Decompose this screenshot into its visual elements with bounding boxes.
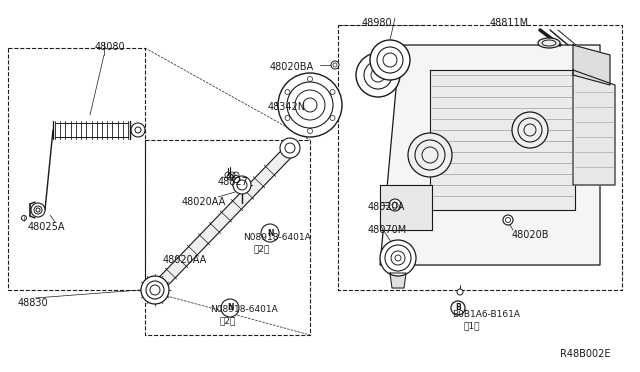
Circle shape (131, 123, 145, 137)
Circle shape (356, 53, 400, 97)
Text: 48020AA: 48020AA (182, 197, 227, 207)
Ellipse shape (538, 38, 560, 48)
Polygon shape (156, 144, 296, 289)
Circle shape (451, 301, 465, 315)
Text: N: N (227, 304, 233, 312)
Text: B0B1A6-B161A: B0B1A6-B161A (452, 310, 520, 319)
Text: 48827: 48827 (218, 177, 249, 187)
Polygon shape (573, 70, 615, 185)
Text: （1）: （1） (464, 321, 481, 330)
Polygon shape (380, 185, 432, 230)
Circle shape (31, 203, 45, 217)
Circle shape (280, 138, 300, 158)
Circle shape (278, 73, 342, 137)
Text: 48020AA: 48020AA (163, 255, 207, 265)
Text: 48080: 48080 (95, 42, 125, 52)
Circle shape (457, 289, 463, 295)
Circle shape (512, 112, 548, 148)
Circle shape (261, 224, 279, 242)
Text: 48342N: 48342N (268, 102, 306, 112)
Polygon shape (380, 45, 600, 265)
Circle shape (389, 199, 401, 211)
Circle shape (141, 276, 169, 304)
Text: 48811M: 48811M (490, 18, 529, 28)
Text: B: B (455, 304, 461, 312)
Circle shape (233, 176, 251, 194)
Text: 48070M: 48070M (368, 225, 407, 235)
Circle shape (331, 61, 339, 69)
Text: 48980: 48980 (362, 18, 392, 28)
Text: 48830: 48830 (18, 298, 49, 308)
Circle shape (221, 299, 239, 317)
Text: N08918-6401A: N08918-6401A (210, 305, 278, 314)
Polygon shape (430, 70, 575, 210)
Circle shape (503, 215, 513, 225)
Polygon shape (390, 273, 406, 288)
Circle shape (380, 240, 416, 276)
Text: N: N (267, 228, 273, 237)
Circle shape (370, 40, 410, 80)
Circle shape (408, 133, 452, 177)
Text: 48020B: 48020B (512, 230, 550, 240)
Text: 48020A: 48020A (368, 202, 405, 212)
Text: （2）: （2） (220, 316, 236, 325)
Text: （2）: （2） (253, 244, 269, 253)
Text: N08918-6401A: N08918-6401A (243, 233, 311, 242)
Text: 48025A: 48025A (28, 222, 65, 232)
Text: R48B002E: R48B002E (560, 349, 611, 359)
Polygon shape (573, 45, 610, 85)
Text: 48020BA: 48020BA (270, 62, 314, 72)
